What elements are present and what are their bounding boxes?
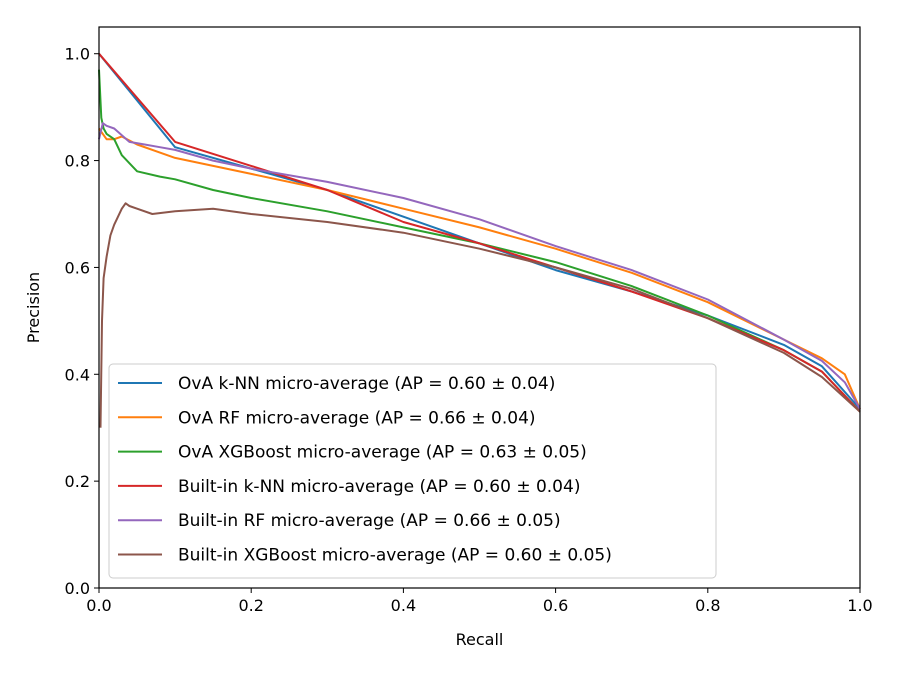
legend-label-5: Built-in RF micro-average (AP = 0.66 ± 0… <box>178 511 561 531</box>
y-tick-label: 0.8 <box>65 152 90 171</box>
legend-entries: OvA k-NN micro-average (AP = 0.60 ± 0.04… <box>118 374 612 566</box>
y-tick-label: 0.4 <box>65 365 90 384</box>
legend-label-6: Built-in XGBoost micro-average (AP = 0.6… <box>178 546 612 566</box>
x-tick-label: 0.8 <box>695 596 720 615</box>
legend-label-1: OvA k-NN micro-average (AP = 0.60 ± 0.04… <box>178 374 555 394</box>
legend-label-3: OvA XGBoost micro-average (AP = 0.63 ± 0… <box>178 443 587 463</box>
y-tick-label: 0.0 <box>65 579 90 598</box>
ticks-layer: 0.0 0.2 0.4 0.6 0.8 1.0 0.0 0.2 0.4 0.6 0.8 1.0 <box>65 45 873 615</box>
y-axis-label: Precision <box>24 272 43 343</box>
series-line-4 <box>98 53 861 413</box>
legend: OvA k-NN micro-average (AP = 0.60 ± 0.04… <box>108 363 717 579</box>
legend-box <box>108 363 717 579</box>
y-tick-label: 0.2 <box>65 472 90 491</box>
series-line-6 <box>99 202 861 428</box>
series-layer <box>98 53 861 428</box>
y-tick-label: 1.0 <box>65 45 90 64</box>
x-tick-label: 1.0 <box>847 596 872 615</box>
x-tick-label: 0.4 <box>391 596 416 615</box>
legend-label-4: Built-in k-NN micro-average (AP = 0.60 ±… <box>178 477 580 497</box>
x-tick-label: 0.0 <box>86 596 111 615</box>
y-tick-label: 0.6 <box>65 258 90 277</box>
series-line-3 <box>98 69 861 413</box>
series-line-5 <box>98 122 861 410</box>
x-tick-label: 0.6 <box>543 596 568 615</box>
plot-frame <box>98 26 861 589</box>
legend-label-2: OvA RF micro-average (AP = 0.66 ± 0.04) <box>178 408 536 428</box>
x-axis-label: Recall <box>456 630 504 649</box>
x-tick-label: 0.2 <box>238 596 263 615</box>
